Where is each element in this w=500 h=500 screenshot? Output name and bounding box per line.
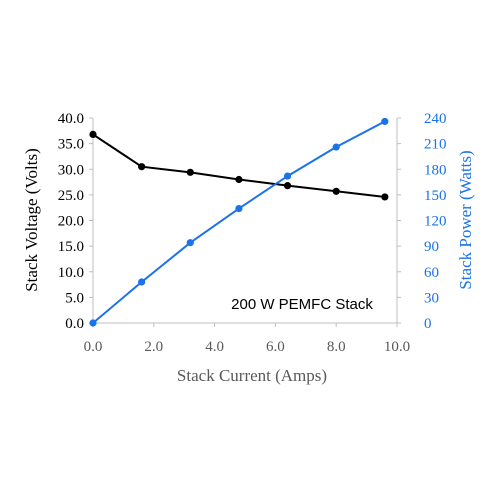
voltage-point <box>332 187 340 195</box>
voltage-point <box>89 130 97 138</box>
power-point <box>381 117 389 126</box>
left-tick-labels: 0.0 5.0 10.0 15.0 20.0 25.0 30.0 35.0 40.0 <box>58 111 84 332</box>
power-point <box>138 278 146 286</box>
bottom-tick-labels: 0.0 2.0 4.0 6.0 8.0 10.0 <box>84 339 411 355</box>
x-tick-label: 4.0 <box>205 339 224 355</box>
voltage-point <box>186 168 194 176</box>
y-left-tick-label: 40.0 <box>58 111 84 127</box>
y-right-tick-label: 0 <box>424 316 432 332</box>
power-point <box>89 319 97 327</box>
y-left-axis-title: Stack Voltage (Volts) <box>22 148 41 292</box>
power-point <box>283 172 292 180</box>
y-right-tick-label: 240 <box>424 111 447 127</box>
y-right-tick-label: 150 <box>424 188 447 204</box>
y-left-tick-label: 15.0 <box>58 239 84 255</box>
y-left-tick-label: 0.0 <box>65 316 84 332</box>
y-right-tick-label: 210 <box>424 137 447 153</box>
axes <box>92 118 398 324</box>
series-layer <box>89 117 389 327</box>
y-right-tick-label: 60 <box>424 265 439 281</box>
x-tick-label: 10.0 <box>384 339 410 355</box>
voltage-point <box>381 193 389 201</box>
y-right-axis-title: Stack Power (Watts) <box>456 150 475 289</box>
right-tick-labels: 0 30 60 90 120 150 180 210 240 <box>424 111 447 332</box>
x-tick-label: 8.0 <box>327 339 346 355</box>
y-right-tick-label: 90 <box>424 239 439 255</box>
y-right-tick-label: 120 <box>424 214 447 230</box>
power-point <box>186 239 194 247</box>
voltage-point <box>283 182 292 190</box>
chart-annotation: 200 W PEMFC Stack <box>231 296 373 313</box>
power-series-line <box>92 120 386 324</box>
power-point <box>235 204 243 213</box>
voltage-point <box>235 175 243 184</box>
y-left-tick-label: 5.0 <box>65 290 84 306</box>
y-left-tick-label: 35.0 <box>58 137 84 153</box>
y-right-tick-label: 180 <box>424 162 447 178</box>
y-left-tick-label: 20.0 <box>58 214 84 230</box>
y-left-tick-label: 30.0 <box>58 162 84 178</box>
power-point <box>332 143 340 151</box>
y-right-tick-label: 30 <box>424 290 439 306</box>
x-tick-label: 0.0 <box>84 339 103 355</box>
x-tick-label: 2.0 <box>144 339 163 355</box>
y-left-tick-label: 25.0 <box>58 188 84 204</box>
y-left-tick-label: 10.0 <box>58 265 84 281</box>
x-axis-title: Stack Current (Amps) <box>177 366 327 385</box>
x-tick-label: 6.0 <box>266 339 285 355</box>
voltage-point <box>138 163 146 171</box>
